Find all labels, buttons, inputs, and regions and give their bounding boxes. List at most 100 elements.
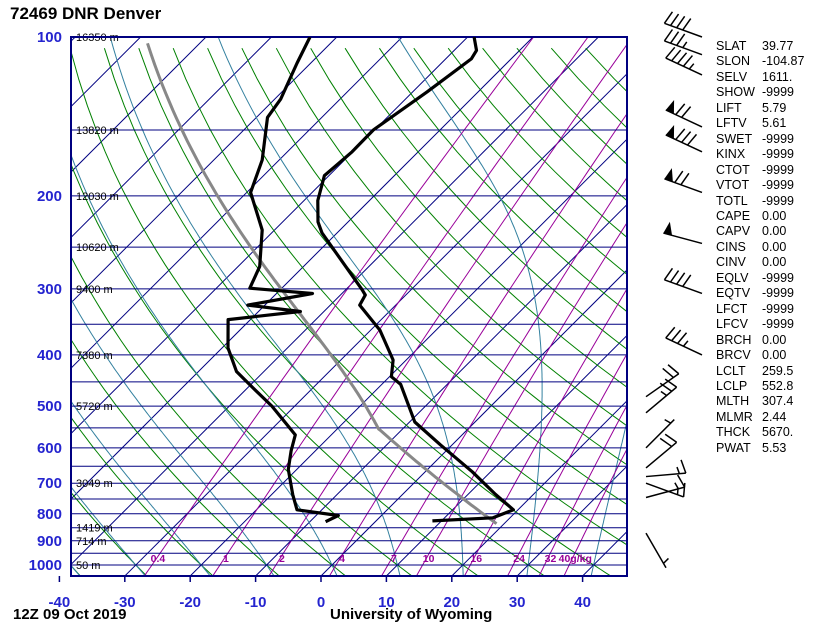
dry-adiabat-line [103,48,546,576]
dewpoint-trace [226,37,340,524]
temperature-trace-group [316,37,515,523]
index-value: 0.00 [762,208,787,223]
temperature-axis-label: -10 [245,594,267,611]
index-row: SHOW -9999 [716,85,804,100]
index-label: LCLP [716,378,748,393]
station-indices-panel: SLAT 39.77 SLON -104.87 SELV 1611. SHOW -9999 LI… [716,39,804,456]
wind-barb [665,124,703,153]
wind-barb [665,326,703,356]
index-label: KINX [716,147,746,162]
mixing-ratio-labels: 0.4 1 2 4 7 10 16 24 32 40g/kg [151,553,592,565]
moist-adiabat-line [71,486,146,576]
wind-barb [645,474,686,499]
pressure-axis-label: 400 [37,347,62,364]
index-label: CAPE [716,208,751,223]
index-row: PWAT 5.53 [716,441,804,456]
temperature-axis-label: 20 [443,594,460,611]
index-label: EQTV [716,286,751,301]
grid-isobars [71,37,627,566]
dry-adiabat-line [0,48,14,576]
index-row: BRCV 0.00 [716,348,804,363]
pressure-axis: 100 200 300 400 500 600 700 800 900 1000 [29,29,62,574]
index-value: -9999 [762,193,794,208]
isotherm-line [189,138,627,576]
wind-barbs [645,11,703,569]
mixing-ratio-label: 10 [423,553,435,565]
index-value: 0.00 [762,348,787,363]
pressure-axis-label: 300 [37,281,62,298]
index-value: -9999 [762,162,794,177]
index-value: -9999 [762,131,794,146]
grid-isotherms [71,37,627,576]
index-label: VTOT [716,178,750,193]
index-value: 5670. [762,425,794,440]
index-row: TOTL -9999 [716,194,804,209]
mixing-ratio-label: 24 [513,553,525,565]
index-label: SLON [716,54,751,69]
height-label: 7380 m [76,350,113,362]
dry-adiabat-line [71,162,413,576]
pressure-axis-label: 900 [37,533,62,550]
mixing-ratio-line [506,352,627,576]
index-value: -9999 [762,301,794,316]
pressure-axis-label: 200 [37,188,62,205]
wind-barb [665,46,703,76]
height-label: 9400 m [76,284,113,296]
moist-adiabat-line [0,37,14,576]
index-row: KINX -9999 [716,147,804,162]
dry-adiabat-line [71,416,214,576]
wind-barb [645,459,687,478]
moist-adiabat-line [71,153,338,576]
isotherm-line [71,37,272,239]
index-value: 5.53 [762,440,787,455]
mixing-ratio-label: 1 [223,553,229,565]
index-value: -9999 [762,270,794,285]
mixing-ratio-label: 0.4 [151,553,166,565]
isotherm-line [124,73,627,576]
index-label: CINS [716,239,746,254]
mixing-ratio-line [328,112,627,576]
wind-barb [663,267,703,295]
index-row: LCLP 552.8 [716,379,804,394]
page-title: 72469 DNR Denver [10,4,162,23]
wind-barb [645,532,669,569]
index-row: THCK 5670. [716,425,804,440]
mixing-ratio-line [380,176,627,576]
index-row: LFTV 5.61 [716,116,804,131]
index-value: 5.61 [762,116,787,131]
index-row: CTOT -9999 [716,163,804,178]
pressure-axis-label: 700 [37,475,62,492]
index-value: 1611. [762,69,793,84]
temperature-trace [316,37,515,523]
temperature-axis-label: -30 [114,594,136,611]
index-value: 0.00 [762,332,787,347]
dewpoint-trace-group [226,37,340,524]
mixing-ratio-line [268,43,627,576]
wind-barb [645,418,675,449]
source-caption: University of Wyoming [330,606,493,623]
grid-dry-adiabats [0,47,627,576]
height-label: 1419 m [76,523,113,535]
index-value: 39.77 [762,39,794,53]
isotherm-line [71,37,338,304]
index-row: SELV 1611. [716,70,804,85]
index-label: CTOT [716,162,750,177]
isotherm-line [71,37,599,566]
moist-adiabat-line [217,37,464,576]
index-row: CAPV 0.00 [716,224,804,239]
index-label: LFCV [716,317,748,332]
index-row: SLON -104.87 [716,54,804,69]
dry-adiabat-line [310,47,627,388]
index-label: LFTV [716,116,747,131]
index-label: THCK [716,425,751,440]
temperature-axis-label: -20 [179,594,201,611]
wind-barb [645,433,678,469]
dry-adiabat-line [71,491,148,576]
index-value: -9999 [762,286,794,301]
index-value: -9999 [762,85,794,100]
index-row: CINV 0.00 [716,255,804,270]
wind-barb [663,221,703,245]
isotherm-line [71,37,403,369]
index-row: EQLV -9999 [716,271,804,286]
